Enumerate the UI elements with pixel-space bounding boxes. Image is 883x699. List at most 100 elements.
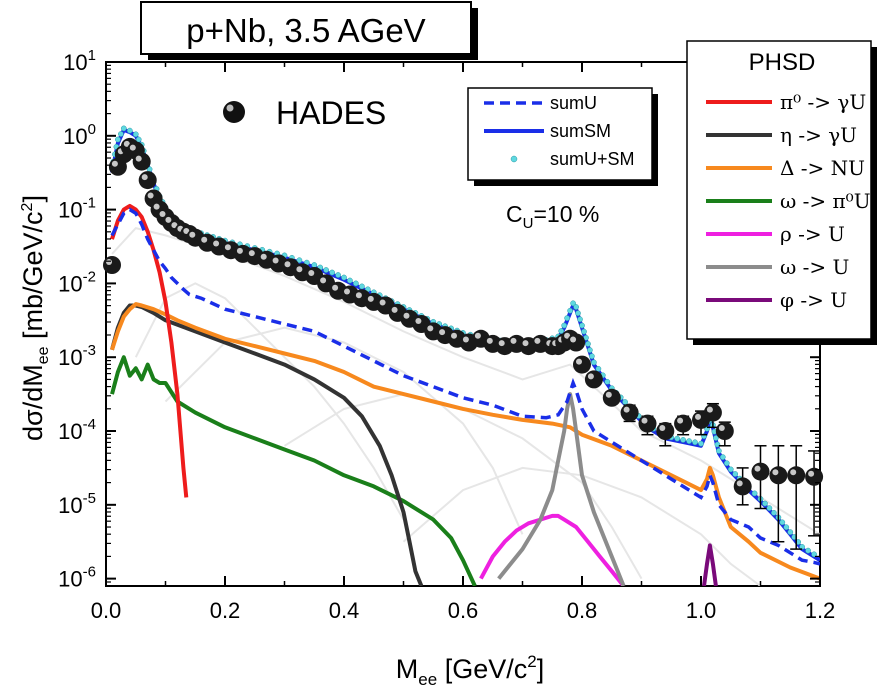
series-sumu-sm-dot [591, 359, 597, 366]
hades-point [656, 422, 675, 440]
series-sumu-sm-dot [341, 274, 347, 281]
hades-point-highlight [576, 358, 582, 365]
hades-point-highlight [129, 144, 136, 151]
series-sumu-sm-dot [719, 454, 726, 460]
hades-point [602, 388, 621, 407]
hades-point-highlight [736, 480, 743, 487]
hades-point-highlight [522, 340, 529, 347]
series-sumu-sm-dot [585, 341, 591, 347]
hades-point-highlight [587, 373, 594, 380]
hades-point-highlight [718, 425, 725, 431]
series-sumu-sm-dot [589, 353, 595, 360]
hades-point-highlight [224, 244, 231, 251]
x-tick-label: 0.6 [448, 598, 479, 623]
hades-legend: HADES [223, 95, 386, 131]
hades-point-highlight [260, 253, 267, 260]
series-sumu-sm-dot [335, 272, 341, 278]
hades-point-highlight [706, 406, 713, 413]
series-sumu-sm-dot [714, 441, 721, 448]
hades-point [787, 466, 806, 485]
hades-point-highlight [391, 306, 398, 313]
x-tick-label: 1.0 [686, 598, 717, 623]
hades-point [584, 370, 603, 389]
background-curve-3 [283, 393, 643, 580]
hades-point-highlight [106, 259, 112, 265]
legend-phsd-label: π⁰ -> γU [780, 90, 866, 114]
hades-point-highlight [284, 261, 291, 268]
x-tick-label: 1.2 [805, 598, 836, 623]
hades-point-highlight [451, 332, 457, 339]
hades-points [103, 137, 824, 550]
hades-point-highlight [141, 174, 148, 181]
series-sumu-sm-dot [692, 439, 698, 446]
hades-point-highlight [415, 318, 422, 324]
series-sumu-sm-dot [132, 131, 139, 138]
coupling-label: CU=10 % [506, 201, 599, 232]
y-tick-label: 10-4 [58, 416, 96, 444]
hades-point-highlight [403, 312, 410, 319]
series-sumu-sm-dot [751, 490, 758, 497]
series-sumu-sm-dot [727, 466, 734, 473]
series-sumu-sm-dot [698, 440, 704, 447]
series-sumu-sm-dot [595, 365, 602, 372]
series-sumu-sm-dot [732, 471, 739, 477]
hades-point-highlight [754, 465, 761, 472]
series-sumu-sm-dot [779, 519, 786, 526]
series-sumu-sm-dot [567, 307, 573, 314]
legend-phsd-label: φ -> U [780, 288, 847, 312]
hades-point-highlight [147, 192, 154, 199]
series-sumu-sm-dot [570, 300, 576, 307]
hades-point-highlight [695, 413, 701, 420]
legend-phsd-label: ρ -> U [780, 222, 845, 246]
hades-point-highlight [135, 155, 142, 162]
x-tick-label: 0.4 [329, 598, 360, 623]
series-sumu-sm-dot [674, 435, 681, 442]
hades-point-highlight [123, 140, 130, 147]
hades-point-highlight [189, 231, 196, 238]
series-sumu-sm-dot [329, 269, 335, 276]
series-sumu-sm-dot [579, 322, 585, 329]
legend-sums: sumU sumSM sumU+SM [467, 87, 658, 186]
series-sumu-sm-dot [115, 136, 121, 143]
y-tick-label: 10-2 [58, 268, 96, 296]
hades-point [805, 467, 824, 486]
series-sumu-sm-dot [766, 505, 773, 511]
hades-point-highlight [474, 332, 481, 339]
hades-point-highlight [641, 417, 648, 424]
series-sumu-sm-dot [680, 437, 686, 443]
series-sumu-sm-dot [558, 328, 565, 334]
y-tick-label: 10-1 [58, 195, 96, 223]
series-sumu-sm-dot [575, 310, 581, 317]
chart-title: p+Nb, 3.5 AGeV [186, 12, 425, 49]
hades-point-highlight [111, 160, 118, 167]
series--nu-line [110, 302, 820, 581]
series-sumu-sm-dot [323, 267, 329, 273]
hades-point-highlight [564, 332, 571, 339]
hades-point-highlight [659, 425, 666, 431]
hades-point [769, 466, 788, 485]
hades-point-highlight [236, 247, 243, 254]
series-sumu-sm-dot [577, 316, 583, 323]
hades-point-highlight [534, 337, 541, 344]
y-tick-label: 100 [63, 121, 96, 149]
hades-point-highlight [296, 266, 303, 273]
series--u-line [497, 392, 626, 586]
hades-point-highlight [570, 336, 577, 343]
hades-point [674, 414, 693, 433]
legend-phsd-label: ω -> π⁰U [780, 189, 871, 213]
hades-point-highlight [165, 216, 172, 223]
hades-point-highlight [462, 336, 469, 343]
title-box: p+Nb, 3.5 AGeV [140, 1, 478, 60]
hades-point [715, 422, 734, 440]
hades-point [103, 256, 121, 274]
hades-point-highlight [153, 203, 160, 210]
series--u-line [702, 543, 718, 586]
series-sumu-sm-dot [787, 529, 794, 535]
hades-point-highlight [379, 299, 386, 306]
hades-point-highlight [213, 240, 220, 247]
hades-marker-icon [223, 101, 245, 123]
hades-point-highlight [201, 236, 208, 243]
series-sumu-sm-dot [359, 283, 365, 290]
series-sumu-line [110, 207, 820, 566]
